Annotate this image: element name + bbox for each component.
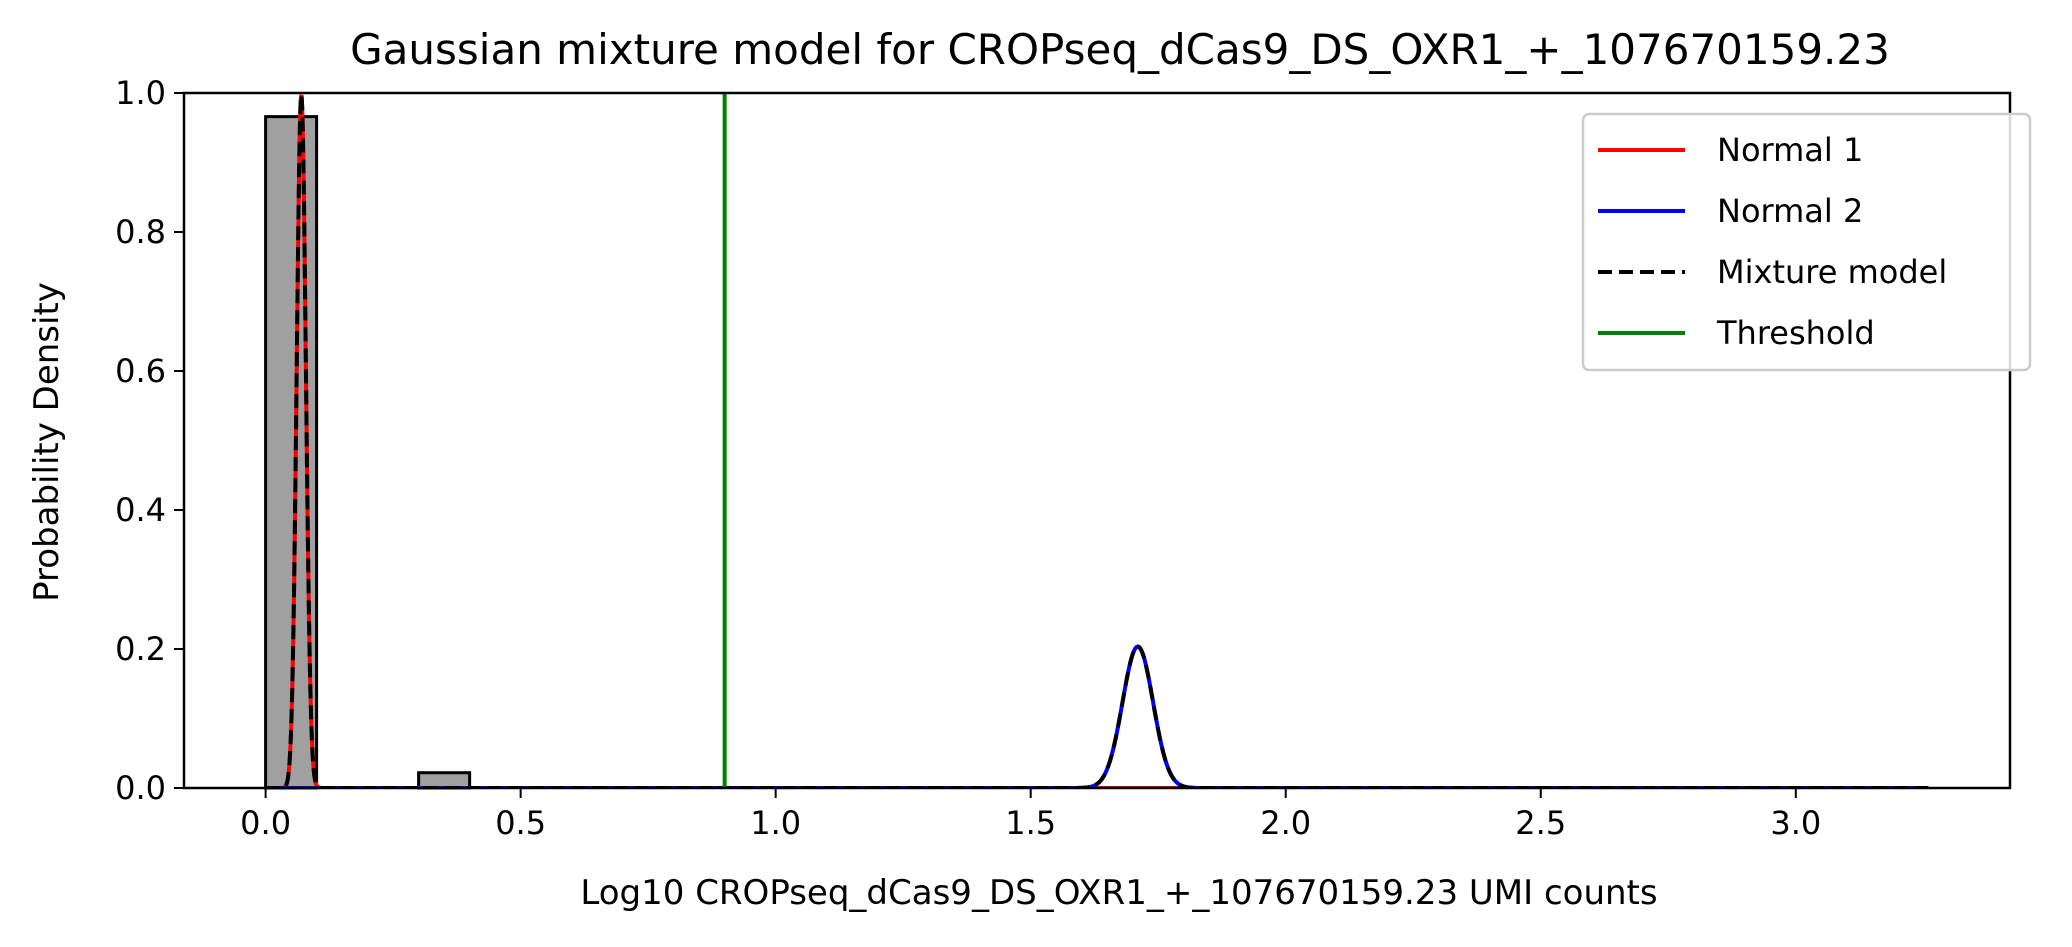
x-axis-label: Log10 CROPseq_dCas9_DS_OXR1_+_107670159.… bbox=[580, 873, 1657, 913]
y-tick-label: 0.8 bbox=[115, 213, 166, 251]
legend: Normal 1 Normal 2 Mixture model Threshold bbox=[1581, 112, 2032, 372]
chart-title: Gaussian mixture model for CROPseq_dCas9… bbox=[350, 25, 1890, 74]
legend-box bbox=[1581, 112, 2032, 372]
x-tick-label: 0.0 bbox=[240, 804, 291, 842]
y-tick-label: 0.6 bbox=[115, 352, 166, 390]
x-tick-label: 2.0 bbox=[1260, 804, 1311, 842]
legend-label-3: Mixture model bbox=[1717, 253, 1947, 291]
legend-label-2: Normal 2 bbox=[1717, 192, 1863, 230]
series-line-normal-2 bbox=[265, 644, 1929, 788]
x-tick-label: 3.0 bbox=[1770, 804, 1821, 842]
series-line-mixture-model bbox=[265, 94, 1929, 788]
x-tick-label: 1.5 bbox=[1005, 804, 1056, 842]
histogram-bar-2 bbox=[417, 771, 472, 790]
y-axis-label: Probability Density bbox=[27, 282, 67, 602]
y-tick-label: 1.0 bbox=[115, 74, 166, 112]
legend-label-4: Threshold bbox=[1716, 314, 1875, 352]
x-tick-label: 1.0 bbox=[750, 804, 801, 842]
plot-area: 0.0 0.5 1.0 1.5 2.0 2.5 3.0 0.0 0.2 0.4 0.6 0.8 1.0 bbox=[115, 74, 2012, 842]
legend-label-1: Normal 1 bbox=[1717, 131, 1863, 169]
y-tick-label: 0.0 bbox=[115, 769, 166, 807]
y-tick-label: 0.4 bbox=[115, 491, 166, 529]
plot-frame bbox=[182, 91, 2012, 790]
x-tick-label: 0.5 bbox=[495, 804, 546, 842]
x-tick-label: 2.5 bbox=[1515, 804, 1566, 842]
y-tick-label: 0.2 bbox=[115, 630, 166, 668]
